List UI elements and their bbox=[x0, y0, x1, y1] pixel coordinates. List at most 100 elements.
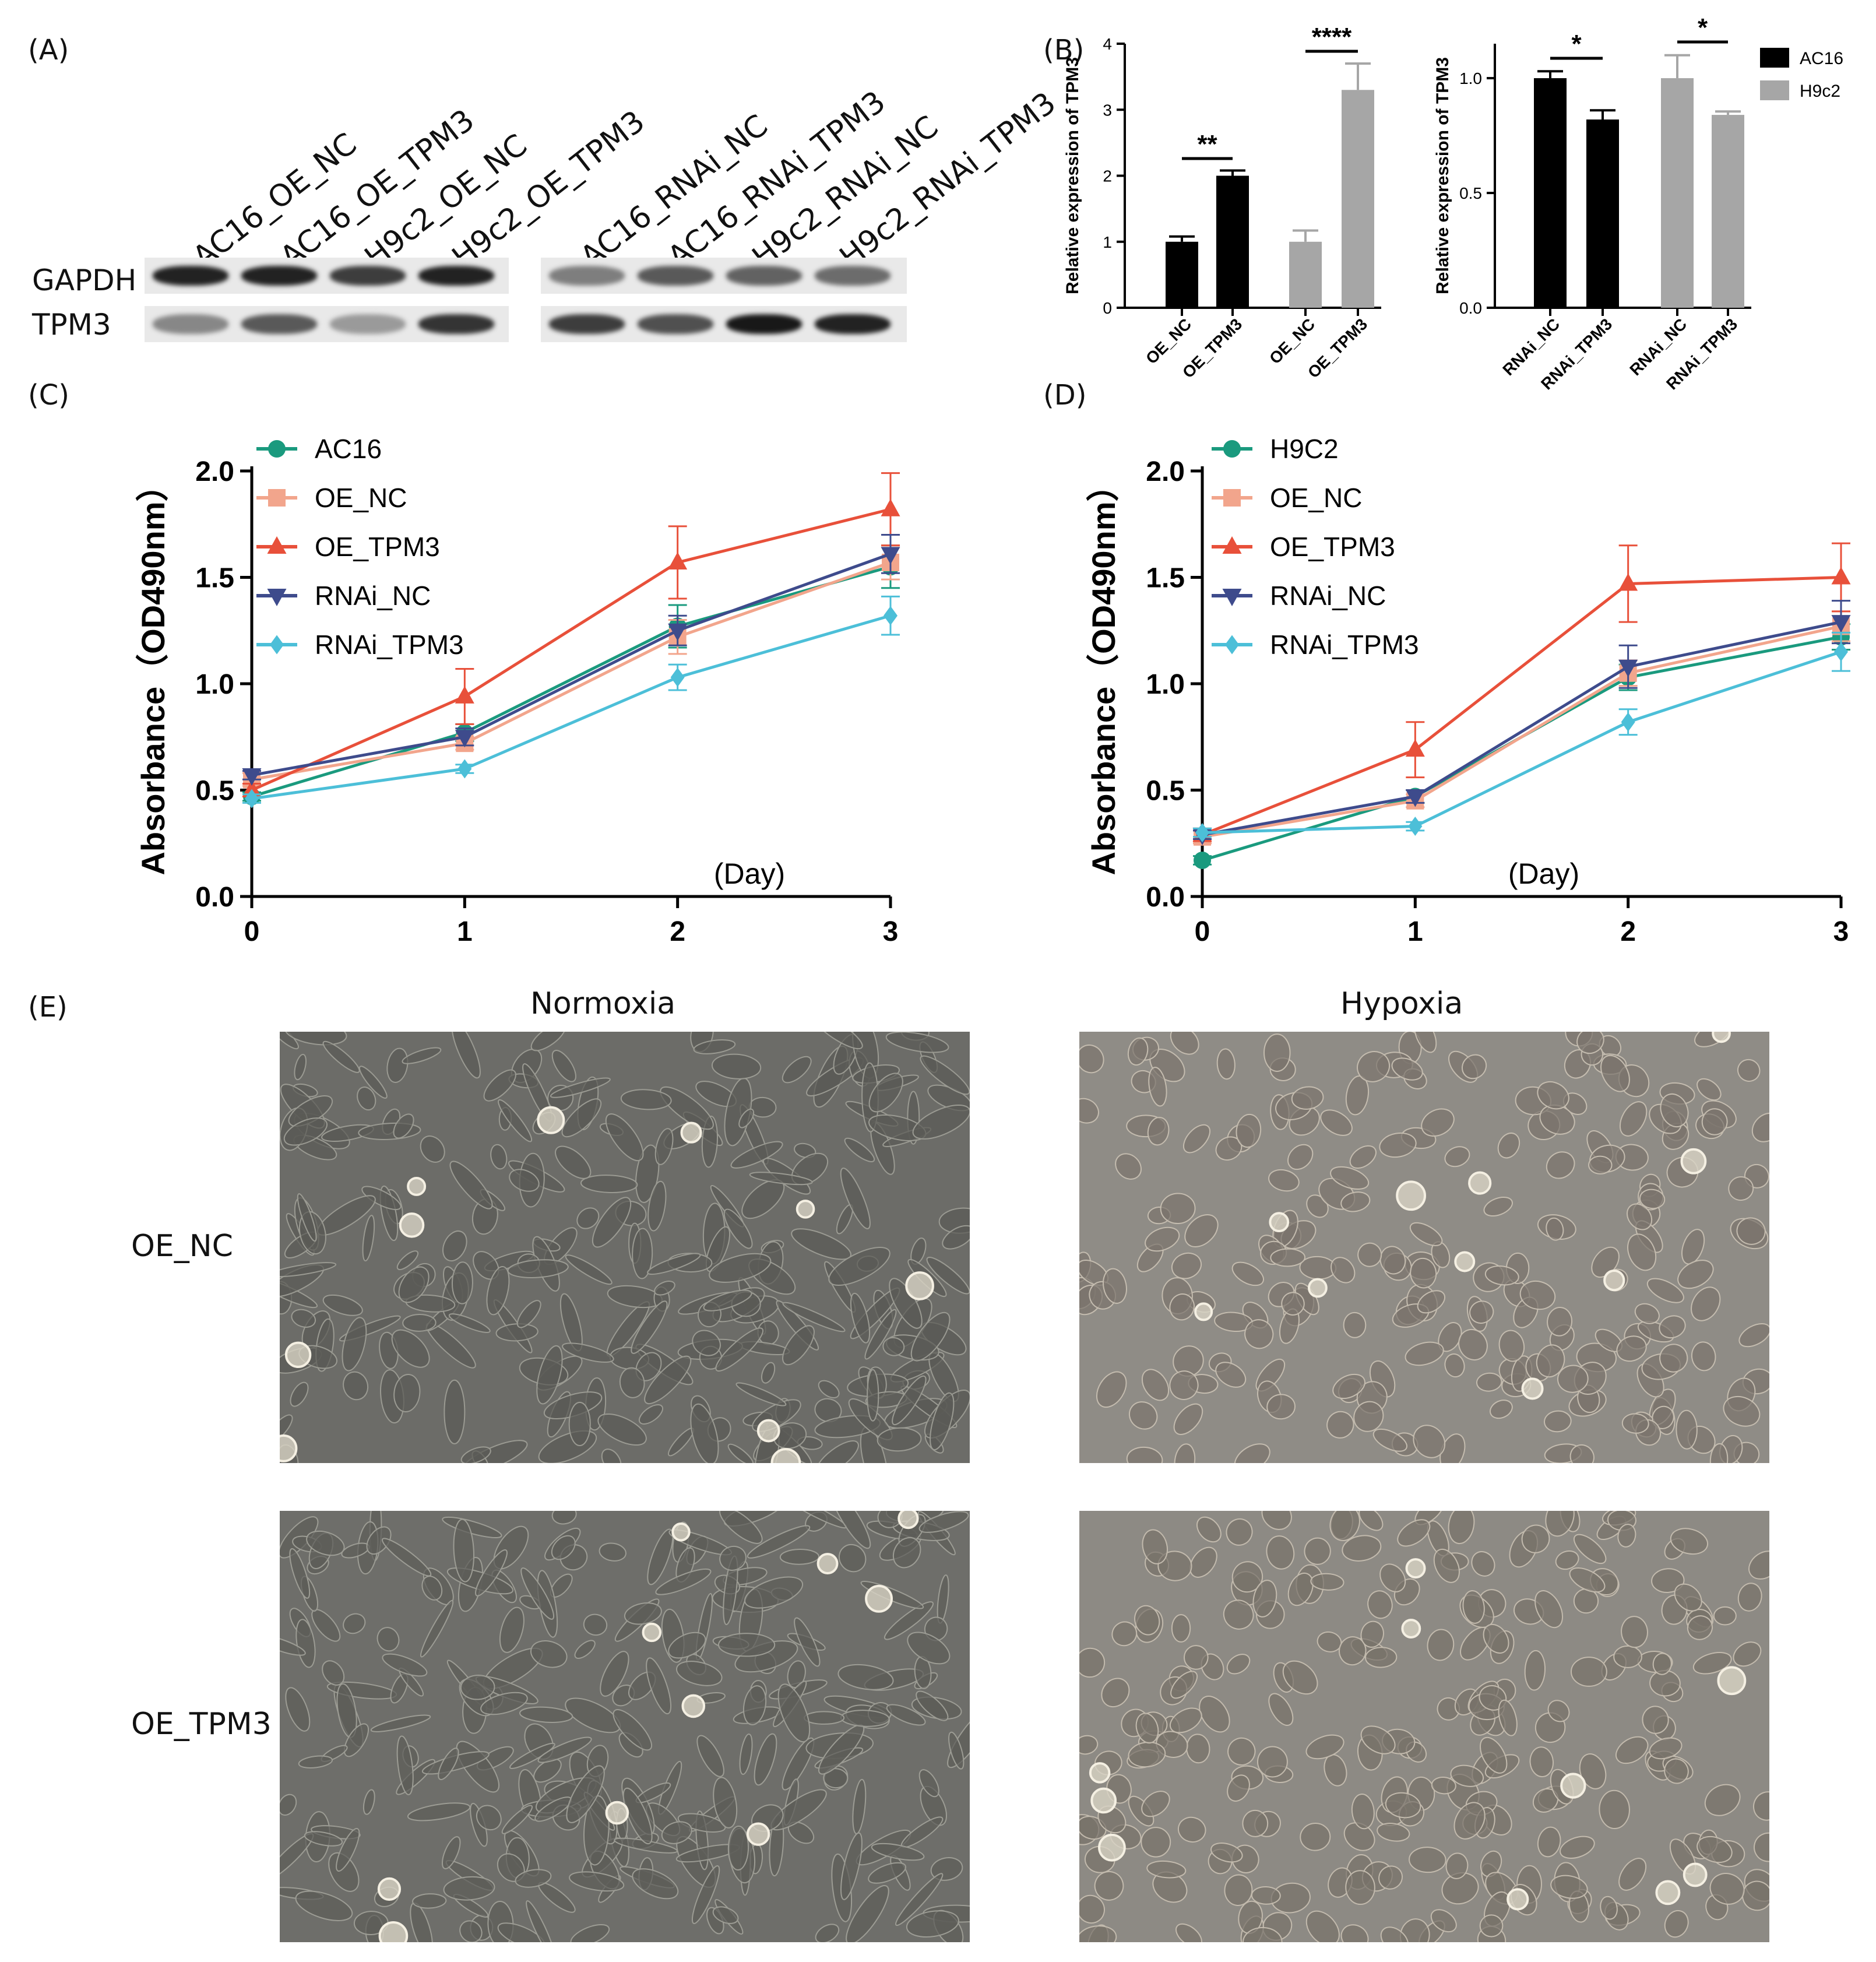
cell bbox=[1615, 1736, 1649, 1764]
cell bbox=[1619, 1101, 1648, 1137]
cell bbox=[712, 1906, 739, 1924]
data-point bbox=[1831, 615, 1851, 633]
cell bbox=[1427, 1629, 1455, 1661]
data-point bbox=[1831, 567, 1851, 585]
cell bbox=[1405, 1341, 1444, 1366]
data-point bbox=[267, 536, 287, 554]
rounded-cell bbox=[746, 1822, 770, 1846]
cell bbox=[1186, 1734, 1210, 1764]
cell bbox=[1748, 1550, 1769, 1580]
cell bbox=[1691, 1286, 1721, 1321]
cell bbox=[691, 1865, 720, 1924]
cell bbox=[460, 1675, 495, 1700]
cell bbox=[515, 1869, 552, 1888]
cell bbox=[1379, 1563, 1406, 1592]
cell bbox=[1445, 1852, 1469, 1879]
cell bbox=[1226, 1654, 1251, 1675]
panel-label-b: (B) bbox=[1043, 34, 1085, 66]
cell bbox=[1231, 1261, 1264, 1286]
cell bbox=[895, 1873, 944, 1926]
cell bbox=[1182, 1124, 1211, 1154]
cell bbox=[622, 1787, 653, 1845]
cell bbox=[1462, 1590, 1485, 1624]
cell bbox=[715, 1327, 764, 1372]
cell bbox=[1379, 1246, 1406, 1275]
cell bbox=[420, 1599, 454, 1658]
cell bbox=[460, 1446, 491, 1463]
cell bbox=[703, 1289, 752, 1311]
cell bbox=[727, 1825, 749, 1871]
cell bbox=[632, 1228, 653, 1279]
cell bbox=[818, 1380, 840, 1398]
cell bbox=[912, 1104, 970, 1140]
rounded-cell bbox=[1269, 1212, 1290, 1233]
cell bbox=[782, 1737, 815, 1791]
cell bbox=[285, 1687, 311, 1732]
rounded-cell bbox=[905, 1271, 934, 1300]
cell bbox=[930, 1392, 955, 1451]
cell bbox=[490, 1144, 508, 1170]
cell bbox=[1490, 1400, 1513, 1419]
cell bbox=[1498, 1699, 1518, 1736]
cell bbox=[1330, 1166, 1370, 1190]
blot-band-gapdh bbox=[638, 266, 713, 286]
blot-band-tpm3 bbox=[330, 314, 406, 334]
cell bbox=[1397, 1519, 1431, 1547]
cell bbox=[1736, 1217, 1766, 1245]
cell bbox=[1738, 1323, 1769, 1348]
cell bbox=[1448, 1511, 1475, 1545]
y-axis-label: Absorbance（OD490nm） bbox=[1085, 469, 1122, 875]
cell bbox=[631, 1300, 668, 1354]
cell bbox=[1546, 1217, 1564, 1241]
cell bbox=[1357, 1051, 1391, 1082]
cell bbox=[942, 1225, 970, 1250]
cell bbox=[566, 1765, 605, 1823]
cell bbox=[362, 1789, 375, 1815]
cell bbox=[1320, 1109, 1353, 1136]
cell bbox=[306, 1530, 345, 1556]
cell bbox=[442, 1230, 467, 1262]
cell bbox=[918, 1769, 939, 1798]
cell bbox=[1332, 1373, 1365, 1400]
cell bbox=[361, 1186, 402, 1211]
cell bbox=[1521, 1524, 1550, 1553]
blot-band-gapdh bbox=[241, 266, 317, 286]
rounded-cell bbox=[1521, 1377, 1544, 1400]
cell bbox=[391, 1329, 430, 1368]
y-tick-label: 2.0 bbox=[195, 456, 234, 487]
cell bbox=[705, 1226, 731, 1272]
cell bbox=[1096, 1371, 1127, 1408]
cell bbox=[1676, 1409, 1698, 1450]
cell bbox=[1570, 1657, 1607, 1687]
micrograph-hypoxia-oe-tpm3 bbox=[1079, 1511, 1769, 1942]
cell bbox=[777, 1683, 811, 1743]
cell bbox=[322, 1040, 360, 1073]
cell bbox=[1372, 1428, 1407, 1452]
cell bbox=[565, 1254, 613, 1285]
cell bbox=[1670, 1528, 1709, 1555]
cell bbox=[283, 1117, 328, 1146]
cell bbox=[600, 1651, 629, 1697]
cell bbox=[1646, 1278, 1684, 1303]
panel-label-c: (C) bbox=[28, 379, 69, 412]
legend-label: RNAi_NC bbox=[1270, 581, 1386, 611]
cell bbox=[1196, 1516, 1222, 1543]
cell bbox=[1737, 1583, 1762, 1612]
cell bbox=[1627, 1233, 1657, 1271]
cell bbox=[483, 1069, 516, 1102]
series-line bbox=[1202, 625, 1842, 839]
cell bbox=[1557, 1365, 1589, 1393]
cell bbox=[538, 1430, 597, 1463]
cell bbox=[1634, 1303, 1660, 1324]
cell bbox=[1287, 1144, 1314, 1170]
cell bbox=[1692, 1652, 1732, 1675]
cell bbox=[295, 1890, 353, 1921]
legend-label: OE_NC bbox=[1270, 483, 1362, 513]
cell bbox=[1498, 1330, 1525, 1362]
cell bbox=[280, 1794, 297, 1816]
y-tick-label: 2.0 bbox=[1146, 456, 1185, 487]
data-point bbox=[1222, 536, 1242, 554]
cell bbox=[1174, 1443, 1196, 1463]
x-tick-label: 3 bbox=[1833, 916, 1849, 947]
cell bbox=[1252, 1580, 1277, 1618]
